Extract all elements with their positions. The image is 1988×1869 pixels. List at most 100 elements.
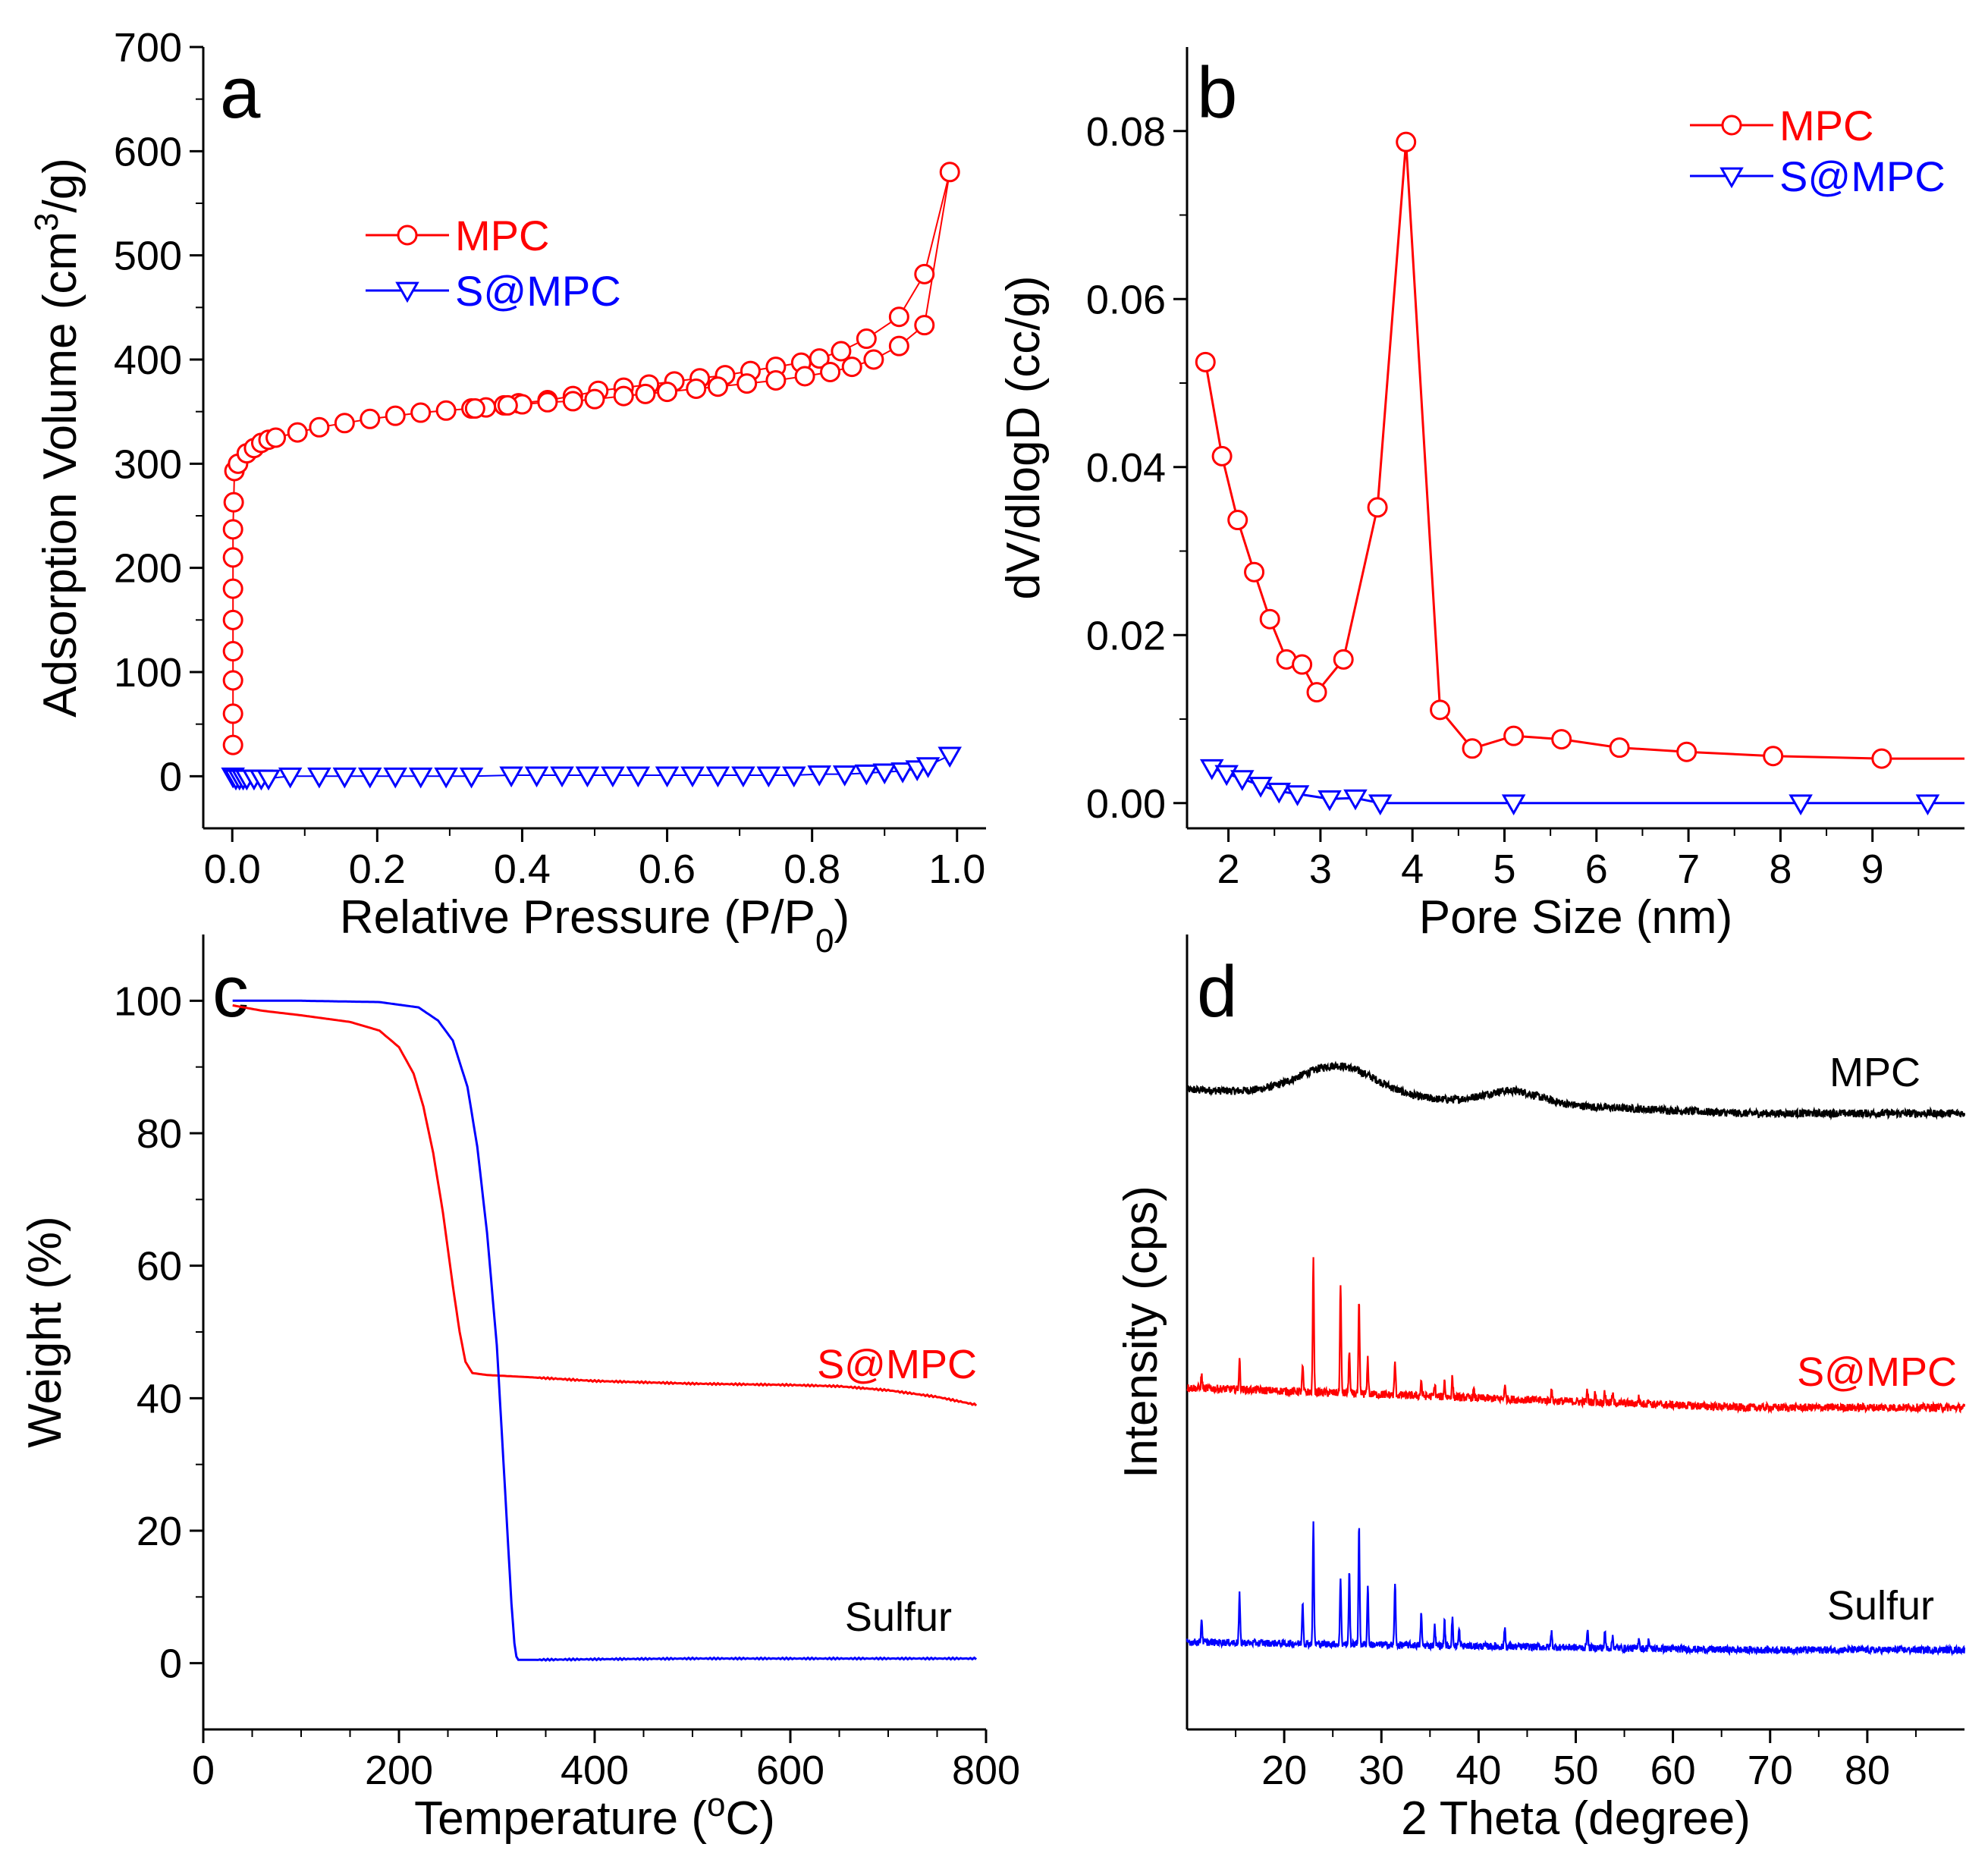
- series-mpc: [222, 162, 960, 755]
- x-tick-label: 8: [1769, 847, 1792, 892]
- x-tick-label: 7: [1677, 847, 1700, 892]
- data-point: [731, 766, 755, 788]
- data-point: [657, 382, 678, 403]
- legend-label: S@MPC: [455, 267, 621, 315]
- data-point: [332, 767, 357, 789]
- data-point: [809, 348, 830, 369]
- y-tick-label: 0.06: [1086, 277, 1166, 322]
- data-point: [1503, 725, 1525, 746]
- y-axis-title-main: Adsorption Volume (cm: [34, 231, 86, 718]
- data-point: [635, 383, 656, 404]
- y-tick-label: 100: [114, 650, 182, 696]
- data-point: [1871, 748, 1892, 769]
- x-tick-label: 20: [1261, 1748, 1307, 1793]
- data-point: [1676, 741, 1697, 762]
- legend-marker: [395, 281, 419, 303]
- data-point: [360, 408, 381, 429]
- data-point: [856, 328, 877, 350]
- panel-letter: d: [1197, 951, 1237, 1032]
- panel-c-tga-curve: 0 200 400 600 800 0 20 40 60 80 100 c Temperature (o…: [19, 934, 1020, 1845]
- y-axis-title: Weight (%): [19, 1216, 71, 1448]
- data-point: [334, 413, 355, 434]
- panel-b-pore-size-distribution: 2 3 4 5 6 7 8 9 0.00 0.02 0.04 0.06 0.08 b Pore Size (…: [997, 47, 1964, 944]
- data-point: [575, 766, 600, 788]
- x-tick-label: 200: [365, 1748, 433, 1793]
- panel-letter: c: [212, 951, 249, 1032]
- data-point: [736, 373, 758, 394]
- data-point: [890, 762, 915, 784]
- x-tick-label: 400: [561, 1748, 629, 1793]
- data-point: [1248, 777, 1273, 798]
- x-tick-label: 80: [1845, 1748, 1890, 1793]
- y-tick-label: 20: [137, 1509, 182, 1554]
- data-point: [1915, 794, 1940, 815]
- y-tick-label: 0: [159, 754, 182, 799]
- data-point: [937, 746, 963, 768]
- data-point: [459, 767, 484, 789]
- xrd-pattern-s-mpc: [1186, 1257, 1966, 1415]
- panel-d-xrd-pattern: 20 30 40 50 60 70 80 d 2 Theta (degree) Intensity…: [1115, 934, 1966, 1845]
- x-tick-label: 1.0: [928, 847, 985, 892]
- data-point: [222, 641, 243, 662]
- data-point: [914, 315, 935, 336]
- data-point: [680, 766, 705, 788]
- x-tick-label: 600: [756, 1748, 824, 1793]
- y-tick-label: 0.00: [1086, 781, 1166, 827]
- y-tick-label: 400: [114, 338, 182, 383]
- annotation-mpc: MPC: [1829, 1050, 1920, 1095]
- data-point: [1244, 561, 1265, 583]
- y-tick-label: 0: [159, 1641, 182, 1687]
- y-tick-label: 40: [137, 1376, 182, 1421]
- data-point: [222, 609, 243, 630]
- data-point: [410, 402, 432, 423]
- data-point: [383, 767, 408, 789]
- x-tick-label: 4: [1401, 847, 1424, 892]
- xrd-pattern-mpc: [1186, 1060, 1966, 1121]
- data-point: [265, 427, 287, 448]
- legend-marker: [397, 225, 418, 246]
- x-axis-title-main: Temperature (: [414, 1792, 707, 1845]
- x-axis-title-main: Pore Size (nm): [1419, 891, 1732, 944]
- legend-label: MPC: [455, 212, 549, 259]
- data-point: [256, 769, 281, 791]
- annotation-s-mpc: S@MPC: [817, 1342, 977, 1387]
- data-point: [915, 757, 941, 778]
- data-point: [1199, 759, 1224, 781]
- data-point: [705, 766, 730, 788]
- data-point: [756, 766, 781, 788]
- y-axis-title-tail: /g): [34, 158, 86, 212]
- data-point: [794, 366, 815, 387]
- data-point: [584, 388, 605, 410]
- x-axis-title-tail: C): [726, 1792, 775, 1845]
- data-point: [222, 519, 243, 540]
- data-point: [1396, 131, 1417, 152]
- data-point: [464, 398, 485, 419]
- panel-a-adsorption-isotherm: 0.0 0.2 0.4 0.6 0.8 1.0 0 100 200 300 400 500 600 700…: [28, 25, 986, 960]
- data-point: [278, 767, 303, 789]
- series-s-mpc: [1199, 759, 1964, 815]
- data-point: [1259, 608, 1280, 630]
- data-point: [408, 767, 433, 789]
- data-point: [831, 341, 852, 362]
- x-axis-title: Relative Pressure (P/P0): [340, 891, 850, 960]
- x-axis-title: 2 Theta (degree): [1401, 1792, 1751, 1845]
- x-axis-title-tail: ): [834, 891, 850, 944]
- data-point: [434, 767, 458, 789]
- data-point: [222, 734, 243, 755]
- data-point: [1211, 445, 1233, 466]
- y-axis-title-superscript: 3: [28, 212, 65, 231]
- data-point: [1343, 789, 1368, 811]
- data-point: [1501, 794, 1526, 815]
- data-point: [707, 376, 728, 397]
- data-point: [914, 263, 935, 284]
- data-point: [1227, 510, 1248, 531]
- y-axis-title: Intensity (cps): [1115, 1186, 1167, 1478]
- x-tick-label: 800: [952, 1748, 1020, 1793]
- data-point: [872, 763, 897, 785]
- series-mpc: [1195, 131, 1964, 769]
- y-tick-label: 0.08: [1086, 109, 1166, 155]
- data-point: [1230, 770, 1255, 791]
- y-tick-label: 600: [114, 129, 182, 174]
- data-point: [1368, 794, 1393, 815]
- x-axis-title-superscript: o: [707, 1786, 725, 1823]
